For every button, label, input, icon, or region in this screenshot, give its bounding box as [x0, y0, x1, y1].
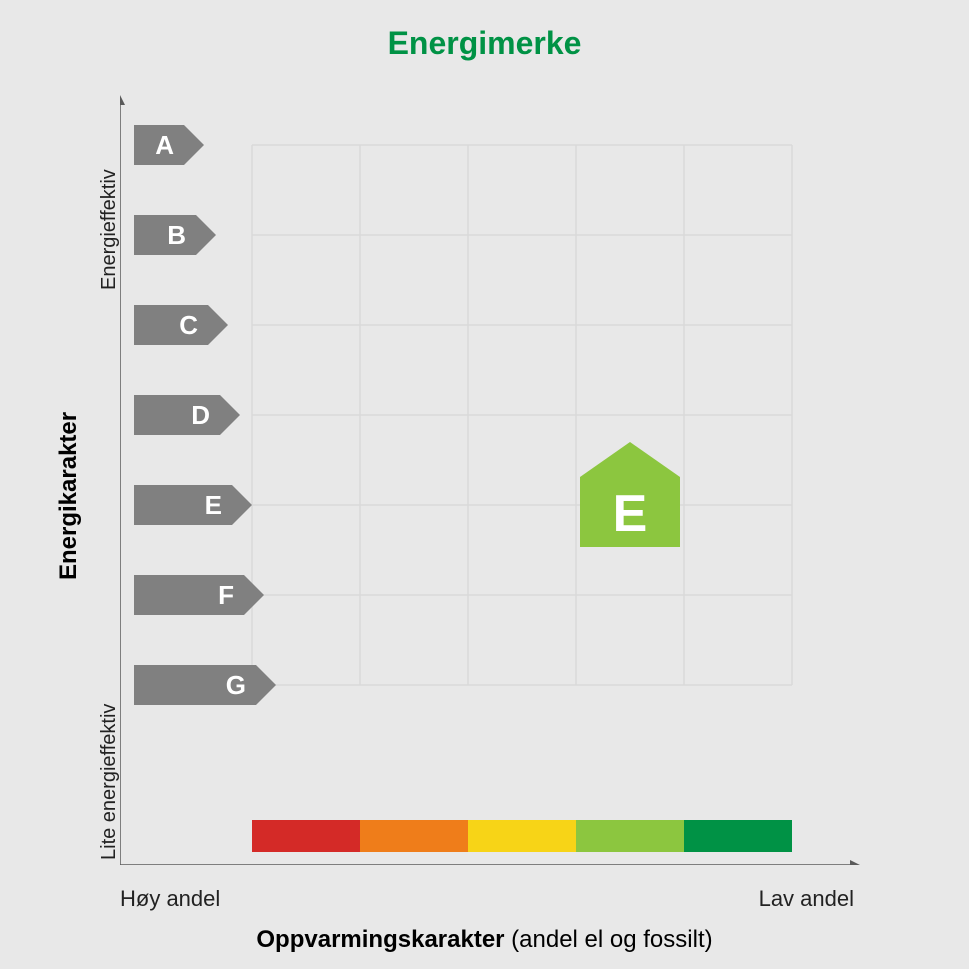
color-band-0	[252, 820, 360, 852]
grade-arrow-label-A: A	[155, 130, 174, 160]
y-axis-bottom-label: Lite energieffektiv	[98, 704, 121, 860]
color-band-4	[684, 820, 792, 852]
x-axis-title: Oppvarmingskarakter (andel el og fossilt…	[0, 926, 969, 954]
grade-arrow-label-E: E	[205, 490, 222, 520]
grade-arrow-label-C: C	[179, 310, 198, 340]
x-axis-title-bold: Oppvarmingskarakter	[256, 926, 504, 953]
grade-arrow-label-D: D	[191, 400, 210, 430]
color-band-1	[360, 820, 468, 852]
x-axis-title-rest: (andel el og fossilt)	[505, 926, 713, 953]
x-axis-right-label: Lav andel	[759, 886, 854, 912]
y-axis-title: Energikarakter	[55, 412, 83, 580]
plot-area: A B C D E F G E	[120, 95, 860, 865]
grade-arrow-F	[134, 575, 264, 615]
y-axis-top-label: Energieffektiv	[98, 169, 121, 290]
rating-marker-label: E	[613, 485, 648, 543]
grade-arrow-E	[134, 485, 252, 525]
grade-arrow-label-F: F	[218, 580, 234, 610]
grade-arrow-D	[134, 395, 240, 435]
color-band-3	[576, 820, 684, 852]
grade-arrow-label-G: G	[226, 670, 246, 700]
grade-arrow-label-B: B	[167, 220, 186, 250]
x-axis-arrowhead	[850, 860, 860, 865]
plot-svg: A B C D E F G E	[120, 95, 860, 865]
color-band-2	[468, 820, 576, 852]
grade-arrow-G	[134, 665, 276, 705]
chart-title: Energimerke	[0, 25, 969, 62]
y-axis-arrowhead	[120, 95, 125, 105]
x-axis-left-label: Høy andel	[120, 886, 220, 912]
